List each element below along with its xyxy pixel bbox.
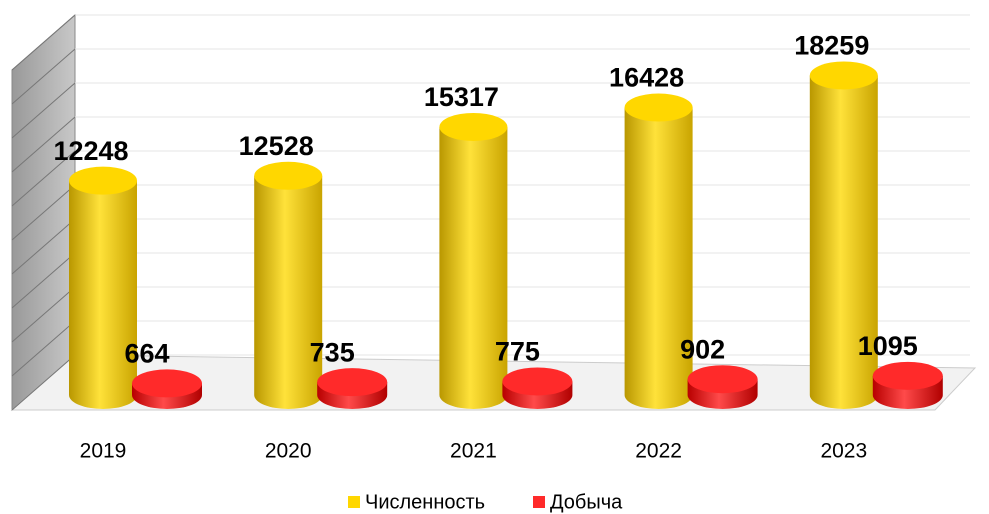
wall-grid-line [11,14,76,71]
value-label: 15317 [424,82,499,112]
value-label: 902 [680,334,725,364]
cylinder [439,126,508,409]
cylinder [69,180,137,409]
cylinder-top [317,368,388,397]
x-tick-label: 2023 [820,440,867,463]
wall-grid-line [11,252,76,309]
value-label: 1095 [858,331,918,361]
value-label: 664 [124,339,169,369]
x-tick-label: 2022 [635,440,682,463]
cylinder-top [439,112,508,141]
x-tick-label: 2020 [265,440,312,463]
value-label: 735 [310,337,355,367]
legend-swatch [348,496,360,508]
wall-grid-line [11,218,76,275]
wall-grid-line [11,48,76,105]
cylinder-top [809,61,878,90]
wall-grid-line [11,184,76,241]
value-label: 16428 [609,63,684,93]
cylinder [809,75,878,409]
legend-label: Численность [365,491,485,513]
cylinder [624,107,693,409]
value-label: 12528 [239,131,314,161]
wall-grid-line [11,354,76,411]
wall-grid-line [11,82,76,139]
wall-grid-line [11,320,76,377]
value-label: 18259 [794,31,869,61]
wall-grid-line [11,286,76,343]
wall-grid-line [11,150,76,207]
cylinder-top [502,367,573,396]
wall-grid-line [11,116,76,173]
legend-label: Добыча [550,491,623,513]
cylinder [254,175,323,409]
x-tick-label: 2021 [450,440,497,463]
cylinder-top [132,369,202,398]
cylinder-top [872,361,943,390]
cylinder-top [69,166,137,195]
cylinder-top [624,93,693,122]
cylinder-top [254,161,323,190]
value-label: 775 [495,337,540,367]
x-tick-label: 2019 [80,440,127,463]
cylinder-top [687,365,758,394]
legend-swatch [533,496,545,508]
value-label: 12248 [53,136,128,166]
